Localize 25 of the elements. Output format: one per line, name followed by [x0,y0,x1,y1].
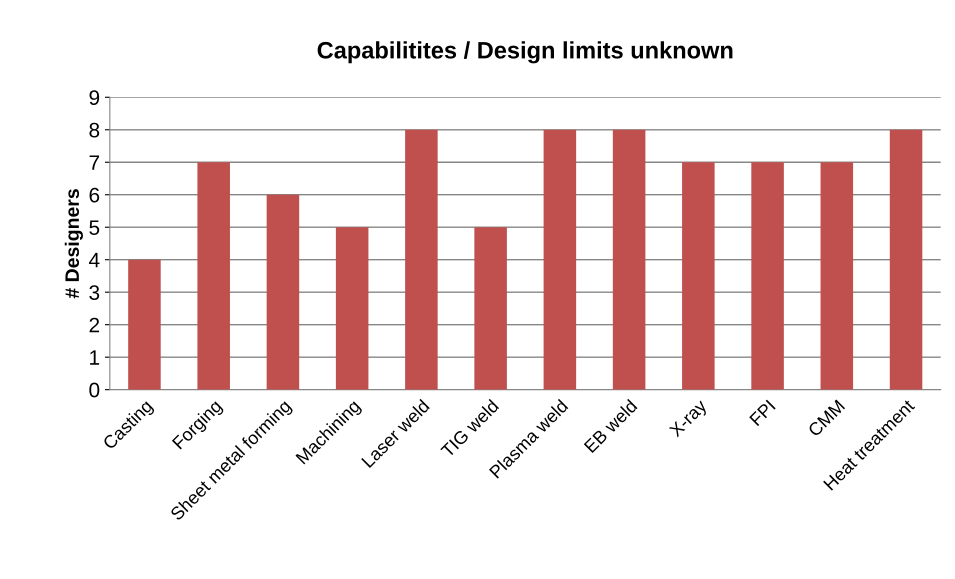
bar [890,130,922,390]
chart-title: Capabilitites / Design limits unknown [318,41,732,64]
y-tick-label: 7 [90,155,100,170]
y-tick-label: 1 [90,350,100,365]
y-tick-label: 6 [90,188,100,202]
bar [336,227,368,390]
y-tick-label: 4 [88,252,100,268]
bar [820,162,854,390]
bar [128,260,161,390]
y-tick-label: 2 [90,318,100,332]
y-tick-label: 8 [89,122,100,138]
bar [266,194,300,390]
y-axis-title: # Designers [64,189,83,298]
x-tick-label: FPI [749,400,776,426]
bar [197,162,230,390]
bar [612,130,646,390]
bar [751,162,784,390]
y-tick-label: 9 [89,90,100,106]
bar [405,130,438,390]
bar [544,130,576,390]
y-tick-label: 3 [89,285,100,300]
bar [682,162,715,390]
y-tick-label: 0 [89,382,100,398]
bar [474,227,507,390]
y-tick-label: 5 [89,220,100,235]
